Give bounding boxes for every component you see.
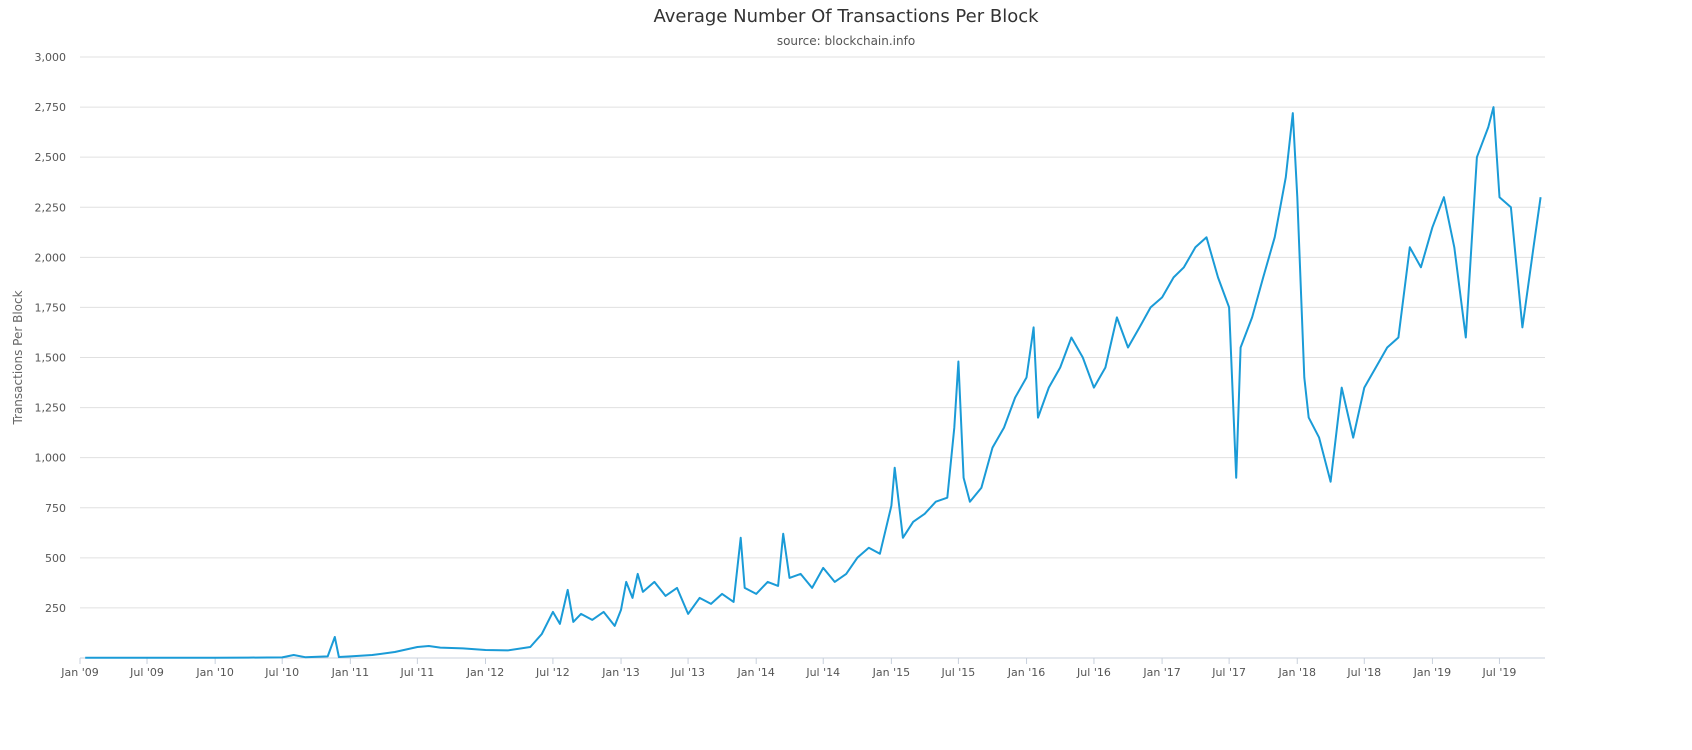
y-tick-label: 2,500	[35, 151, 67, 164]
x-tick-label: Jan '16	[1007, 666, 1045, 679]
x-tick-label: Jan '12	[466, 666, 504, 679]
x-tick-label: Jul '17	[1211, 666, 1246, 679]
y-tick-label: 750	[45, 502, 66, 515]
y-tick-label: 1,250	[35, 402, 67, 415]
grid-lines	[80, 56, 1545, 609]
x-tick-label: Jul '12	[535, 666, 570, 679]
x-tick-label: Jul '15	[941, 666, 976, 679]
chart-title: Average Number Of Transactions Per Block	[653, 6, 1039, 27]
y-tick-label: 2,250	[35, 201, 67, 214]
series-line	[85, 106, 1542, 659]
y-tick-label: 3,000	[35, 51, 67, 64]
x-tick-label: Jan '11	[331, 666, 369, 679]
x-tick-label: Jan '17	[1142, 666, 1180, 679]
x-tick-label: Jan '15	[872, 666, 910, 679]
x-axis-ticks: Jan '09 Jul '09 Jan '10 Jul '10 Jan '11 Jul '…	[60, 658, 1516, 679]
x-tick-label: Jul '18	[1346, 666, 1381, 679]
y-tick-label: 2,000	[35, 251, 67, 264]
y-tick-label: 500	[45, 552, 66, 565]
x-tick-label: Jul '13	[670, 666, 705, 679]
y-axis-title: Transactions Per Block	[11, 290, 25, 425]
y-tick-label: 2,750	[35, 101, 67, 114]
y-tick-label: 1,000	[35, 452, 67, 465]
y-tick-label: 1,500	[35, 352, 67, 365]
x-tick-label: Jan '09	[60, 666, 98, 679]
x-tick-label: Jan '19	[1413, 666, 1451, 679]
x-tick-label: Jul '11	[399, 666, 434, 679]
x-tick-label: Jul '16	[1076, 666, 1111, 679]
series-group	[85, 106, 1542, 659]
y-axis-ticks: 250 500 750 1,000 1,250 1,500 1,750 2,000 2,250 2…	[35, 51, 67, 615]
x-tick-label: Jan '13	[601, 666, 639, 679]
x-tick-label: Jul '09	[129, 666, 164, 679]
x-tick-label: Jan '18	[1278, 666, 1316, 679]
chart-subtitle: source: blockchain.info	[776, 34, 916, 48]
y-tick-label: 1,750	[35, 301, 67, 314]
y-tick-label: 250	[45, 602, 66, 615]
x-tick-label: Jul '19	[1482, 666, 1517, 679]
x-tick-label: Jan '14	[736, 666, 774, 679]
x-tick-label: Jan '10	[195, 666, 233, 679]
x-tick-label: Jul '10	[264, 666, 299, 679]
x-tick-label: Jul '14	[805, 666, 840, 679]
